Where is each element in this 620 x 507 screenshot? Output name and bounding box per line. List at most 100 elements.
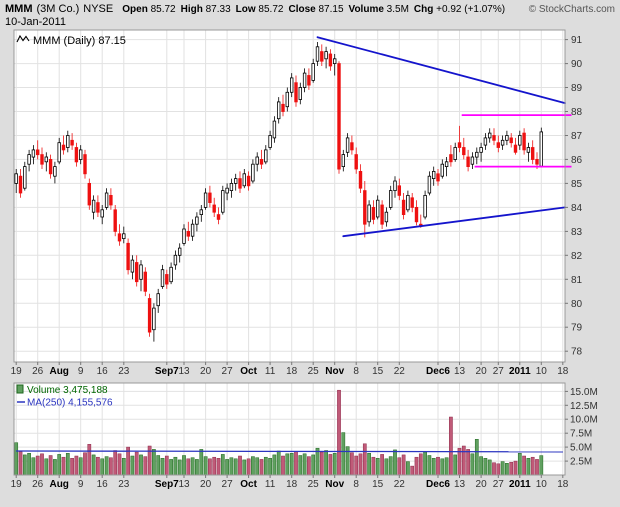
ma-legend-text: MA(250) 4,155,576: [27, 398, 113, 409]
candle-body: [324, 51, 328, 60]
candle-body: [134, 262, 139, 283]
volume-bar: [272, 454, 277, 476]
price-axis-label: 80: [571, 299, 583, 310]
candle-body: [449, 154, 453, 163]
volume-bar: [208, 458, 212, 476]
volume-bar: [160, 458, 165, 476]
volume-bar: [233, 458, 238, 476]
candle-body: [160, 269, 165, 287]
x-axis-label: 10: [536, 479, 548, 490]
x-axis-label: 10: [536, 366, 548, 377]
candle-body: [440, 163, 444, 177]
candle-body: [216, 214, 221, 220]
volume-bar: [70, 458, 74, 476]
symbol: MMM: [5, 3, 33, 15]
candle-body: [31, 149, 36, 158]
candle-body: [208, 192, 212, 204]
volume-axis-label: 12.5M: [570, 401, 598, 412]
volume-bar: [242, 459, 247, 476]
volume-axis-label: 2.5M: [570, 457, 592, 468]
volume-bar: [212, 456, 217, 476]
volume-bar: [535, 459, 539, 476]
volume-bar: [22, 454, 27, 476]
volume-bar: [375, 458, 380, 476]
volume-bar: [268, 458, 272, 476]
x-axis-label: 25: [308, 479, 320, 490]
quote-chg: Chg +0.92 (+1.07%): [413, 4, 506, 15]
candle-body: [375, 199, 380, 218]
volume-bar: [65, 453, 70, 476]
x-axis-label: 20: [476, 479, 488, 490]
quote-volume: Volume 3.5M: [348, 4, 409, 15]
volume-axis: 15.0M 12.5M 10.0M 7.5M 5.0M 2.5M: [565, 387, 598, 468]
volume-bar: [139, 454, 143, 476]
volume-bar: [113, 450, 118, 476]
volume-bar: [40, 453, 44, 476]
price-plot-border: [13, 29, 566, 363]
candle-body: [40, 154, 44, 165]
x-axis-label: 11: [265, 366, 276, 377]
x-axis-label: 18: [557, 366, 569, 377]
x-axis-label: 23: [118, 366, 130, 377]
volume-bar: [302, 453, 307, 476]
price-axis-label: 90: [571, 59, 583, 70]
price-axis-label: 78: [571, 347, 583, 358]
candle-body: [27, 154, 31, 165]
quote-strip: Open 85.72 High 87.33 Low 85.72 Close 87.15…: [122, 4, 528, 15]
volume-bar: [225, 459, 229, 476]
candle-body: [479, 147, 483, 153]
candle-body: [509, 137, 513, 144]
volume-bar: [263, 456, 268, 476]
volume-bar: [362, 443, 367, 476]
volume-bar: [87, 444, 92, 476]
candle-body: [526, 147, 531, 153]
candle-body: [496, 142, 500, 148]
price-panel: 91 90 89 88 87 86 85 84 83 82 81 80 79 78 19 26 Aug 9 16 23…: [11, 29, 583, 377]
candle-body: [315, 46, 320, 62]
candle-body: [126, 242, 130, 271]
x-axis-label: Oct: [240, 479, 257, 490]
volume-bar: [401, 454, 406, 476]
candle-body: [466, 156, 470, 168]
volume-bar: [57, 454, 62, 476]
x-axis-label: 15: [372, 366, 384, 377]
x-axis-label: 25: [308, 366, 320, 377]
candle-body: [487, 132, 492, 139]
candle-body: [475, 151, 479, 158]
candle-body: [462, 147, 466, 156]
volume-bar: [78, 457, 83, 476]
candle-body: [18, 175, 23, 194]
volume-bar: [418, 453, 423, 476]
candle-body: [341, 154, 345, 167]
candle-body: [96, 202, 100, 213]
volume-bar: [487, 459, 492, 476]
x-axis-label: 26: [32, 479, 44, 490]
candle-body: [535, 158, 539, 165]
candle-body: [311, 63, 315, 81]
candle-body: [139, 264, 143, 280]
date-line: 10-Jan-2011: [0, 15, 620, 28]
candle-body: [332, 58, 337, 64]
candle-body: [354, 154, 358, 170]
volume-x-axis: 19 26 Aug 9 16 23 Sep7 13 20 27 Oct 11 18 25 Nov 8 15 22 D…: [11, 475, 569, 490]
candle-body: [363, 190, 367, 225]
x-axis-label: 15: [372, 479, 384, 490]
volume-bar: [393, 449, 397, 476]
volume-bar: [91, 454, 96, 476]
volume-bar: [384, 458, 389, 476]
candle-body: [388, 190, 393, 208]
volume-bar: [203, 456, 208, 476]
candle-body: [173, 254, 178, 266]
volume-bar: [96, 456, 100, 476]
volume-bar: [255, 457, 260, 476]
candle-body: [199, 209, 203, 216]
x-axis-label: 8: [353, 366, 359, 377]
candle-body: [57, 142, 61, 163]
x-axis-label: Dec6: [426, 366, 450, 377]
x-axis-label: 27: [493, 479, 505, 490]
price-axis-label: 81: [571, 275, 583, 286]
candle-body: [328, 53, 333, 67]
volume-bar: [74, 455, 79, 476]
candle-body: [177, 247, 182, 256]
price-axis-label: 84: [571, 203, 583, 214]
